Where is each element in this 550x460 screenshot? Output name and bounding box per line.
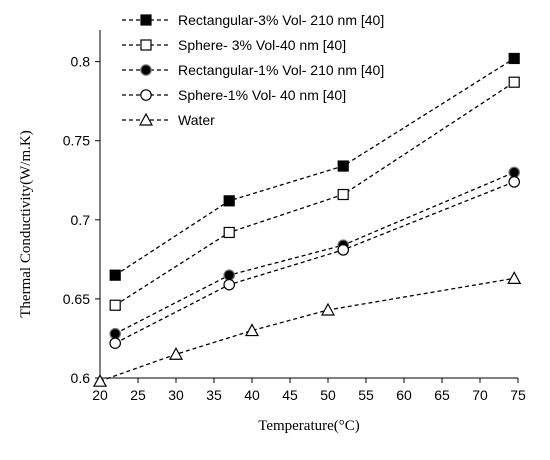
legend-item: Sphere-1% Vol- 40 nm [40] bbox=[122, 87, 346, 103]
legend-item: Sphere- 3% Vol-40 nm [40] bbox=[122, 37, 346, 53]
x-tick-label: 20 bbox=[92, 387, 108, 403]
series-line bbox=[99, 277, 515, 382]
x-tick-label: 25 bbox=[130, 387, 146, 403]
data-point bbox=[508, 176, 520, 188]
data-point bbox=[320, 302, 336, 316]
legend-label: Rectangular-3% Vol- 210 nm [40] bbox=[178, 12, 384, 28]
x-tick-label: 45 bbox=[282, 387, 298, 403]
data-point bbox=[109, 269, 121, 281]
data-point bbox=[109, 337, 121, 349]
data-point bbox=[168, 347, 184, 360]
y-tick-label: 0.65 bbox=[63, 291, 90, 307]
legend-item: Rectangular-1% Vol- 210 nm [40] bbox=[122, 62, 384, 78]
legend-item: Water bbox=[122, 112, 215, 128]
series-2 bbox=[109, 76, 520, 311]
data-point bbox=[223, 269, 235, 281]
data-point bbox=[337, 244, 349, 256]
y-axis-title: Thermal Conductivity(W/m.K) bbox=[18, 130, 34, 317]
data-point bbox=[92, 373, 108, 387]
series-line bbox=[114, 81, 515, 306]
data-point bbox=[337, 188, 349, 201]
series-line bbox=[114, 171, 515, 335]
legend-marker bbox=[140, 14, 152, 26]
legend-label: Sphere- 3% Vol-40 nm [40] bbox=[178, 37, 346, 53]
data-point bbox=[508, 76, 520, 88]
y-tick-label: 0.75 bbox=[63, 133, 90, 149]
x-axis-title: Temperature(°C) bbox=[258, 418, 360, 434]
x-ticks: 20 25 30 35 40 45 50 55 60 65 70 75 bbox=[92, 378, 526, 403]
x-tick-label: 65 bbox=[434, 387, 450, 403]
x-tick-label: 50 bbox=[320, 387, 336, 403]
legend-marker bbox=[140, 89, 152, 101]
x-tick-label: 55 bbox=[358, 387, 374, 403]
legend-label: Rectangular-1% Vol- 210 nm [40] bbox=[178, 62, 384, 78]
y-ticks: 0.6 0.65 0.7 0.75 0.8 bbox=[63, 54, 100, 386]
y-tick-label: 0.6 bbox=[71, 370, 91, 386]
series-4 bbox=[109, 176, 520, 349]
y-tick-label: 0.7 bbox=[71, 212, 91, 228]
series-1 bbox=[109, 52, 520, 281]
legend-marker bbox=[140, 39, 152, 51]
series-5 bbox=[92, 271, 522, 387]
data-point bbox=[337, 160, 349, 172]
data-point bbox=[109, 327, 121, 340]
legend: Rectangular-3% Vol- 210 nm [40] Sphere- 3… bbox=[122, 12, 384, 128]
y-tick-label: 0.8 bbox=[71, 54, 91, 70]
data-point bbox=[223, 195, 235, 207]
legend-item: Rectangular-3% Vol- 210 nm [40] bbox=[122, 12, 384, 28]
data-point bbox=[508, 52, 520, 65]
legend-marker bbox=[138, 112, 154, 126]
x-tick-label: 75 bbox=[510, 387, 526, 403]
data-point bbox=[109, 299, 121, 311]
legend-label: Sphere-1% Vol- 40 nm [40] bbox=[178, 87, 346, 103]
axes bbox=[99, 30, 518, 379]
series-layer bbox=[92, 52, 522, 387]
data-point bbox=[507, 271, 522, 284]
data-point bbox=[508, 166, 520, 179]
x-tick-label: 40 bbox=[244, 387, 260, 403]
x-tick-label: 30 bbox=[168, 387, 184, 403]
x-tick-label: 35 bbox=[206, 387, 222, 403]
data-point bbox=[223, 278, 235, 291]
legend-marker bbox=[140, 64, 152, 76]
series-line bbox=[114, 181, 515, 344]
data-point bbox=[244, 323, 260, 337]
x-tick-label: 60 bbox=[396, 387, 412, 403]
x-tick-label: 70 bbox=[472, 387, 488, 403]
legend-label: Water bbox=[178, 112, 215, 128]
data-point bbox=[223, 226, 235, 239]
